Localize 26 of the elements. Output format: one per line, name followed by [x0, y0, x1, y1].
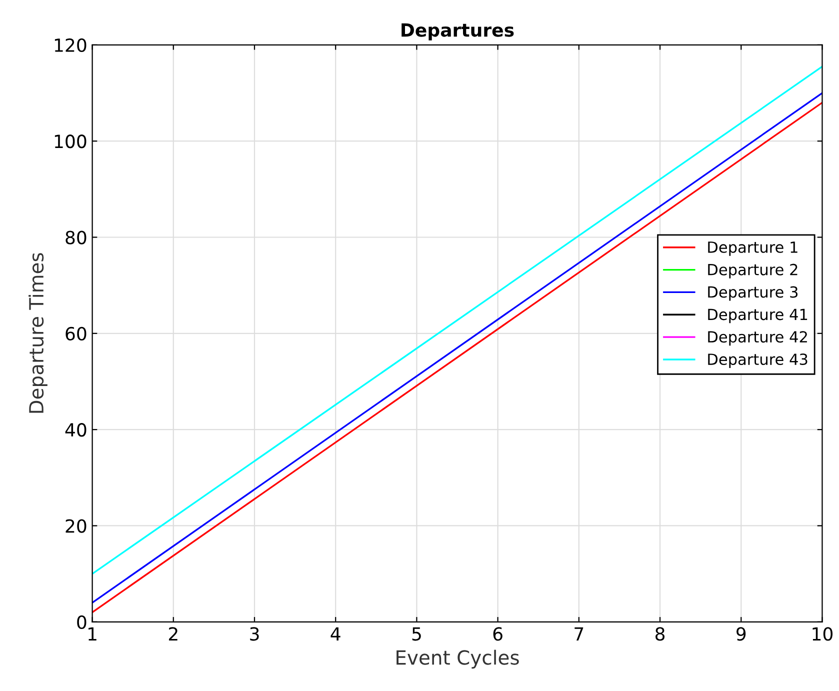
x-tick-label: 7: [574, 627, 584, 640]
legend-label: Departure 41: [708, 308, 808, 324]
legend-label: Departure 1: [708, 242, 798, 256]
legend-label: Departure 2: [708, 264, 798, 278]
x-tick-label: 10: [812, 627, 833, 641]
y-tick-label: 80: [66, 230, 86, 244]
y-tick-label: 120: [54, 38, 86, 52]
x-tick-label: 1: [88, 627, 96, 640]
x-tick-label: 2: [168, 627, 178, 640]
legend-label: Departure 42: [708, 331, 807, 346]
y-tick-label: 0: [77, 615, 86, 630]
legend-label: Departure 43: [708, 353, 808, 368]
y-tick-label: 60: [66, 326, 86, 341]
x-tick-label: 4: [330, 627, 340, 640]
x-tick-label: 8: [655, 627, 665, 641]
legend-label: Departure 3: [708, 286, 798, 301]
x-tick-label: 6: [493, 627, 502, 641]
y-tick-label: 20: [66, 519, 86, 533]
y-axis-title: Departure Times: [28, 253, 48, 413]
x-axis-title: Event Cycles: [396, 650, 519, 669]
y-tick-label: 40: [65, 423, 86, 437]
y-tick-label: 100: [54, 134, 86, 148]
chart-title: Departures: [402, 23, 514, 40]
x-tick-label: 9: [736, 627, 746, 641]
x-tick-label: 3: [250, 627, 259, 641]
x-tick-label: 5: [412, 627, 421, 641]
